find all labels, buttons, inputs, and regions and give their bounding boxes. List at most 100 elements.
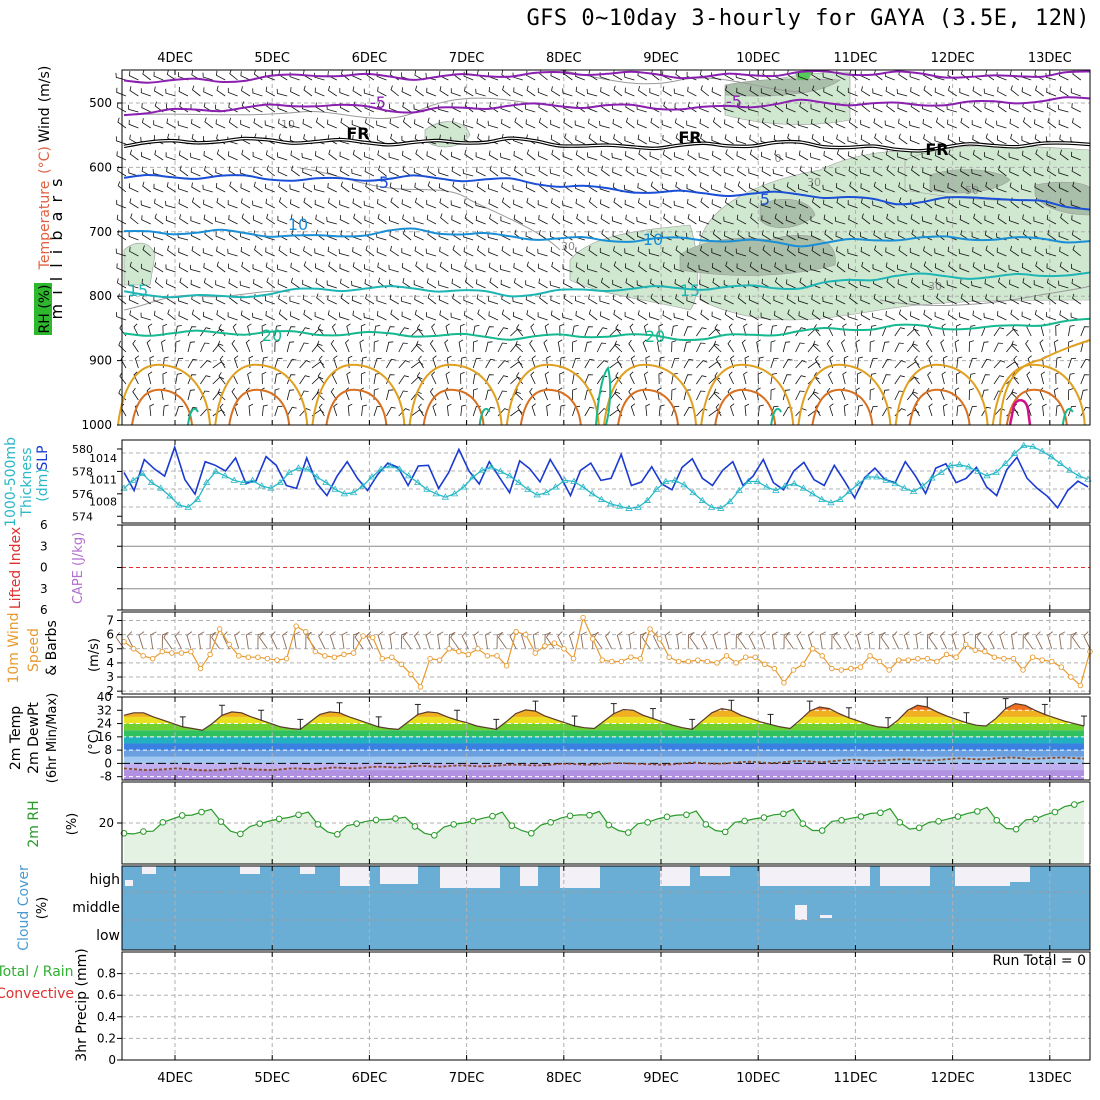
wind-speed-marker xyxy=(991,654,998,660)
temp-line xyxy=(123,702,1085,731)
wind-speed-marker xyxy=(704,658,711,665)
wind-barb xyxy=(725,85,734,97)
wind-barb xyxy=(217,340,226,353)
wind-barb xyxy=(971,295,982,305)
wind-barb xyxy=(377,262,387,273)
isotherm-line xyxy=(123,96,1091,117)
thickness-marker xyxy=(625,504,633,511)
wind-barb xyxy=(240,310,251,321)
wind-speed-marker xyxy=(188,648,194,655)
thickness-marker xyxy=(505,472,514,479)
wind-barb xyxy=(215,70,226,81)
wind-barb xyxy=(855,387,861,401)
wind-barb xyxy=(584,374,594,385)
wind-barb xyxy=(985,294,995,305)
wind-barb xyxy=(842,371,847,385)
wind-barb xyxy=(674,118,685,129)
thickness-marker xyxy=(395,465,404,472)
wind-barb xyxy=(799,277,809,289)
wind-barb xyxy=(872,88,883,97)
wind-barb xyxy=(624,151,635,161)
wind-barb xyxy=(146,339,152,353)
wind-barb xyxy=(696,390,706,401)
wind-barb xyxy=(1080,358,1091,369)
wind-barb xyxy=(314,263,325,273)
wind-barb xyxy=(884,232,895,241)
wind-barb xyxy=(711,184,722,193)
wind-barb xyxy=(897,264,908,273)
isotherm-25 xyxy=(700,363,795,426)
wind-barb xyxy=(153,183,164,193)
wind-barb xyxy=(359,339,365,353)
wind-barb xyxy=(785,88,796,97)
wind-barb xyxy=(588,133,598,145)
wind-barb xyxy=(475,215,486,225)
wind-speed-marker xyxy=(1010,655,1017,662)
wind-barb xyxy=(1045,248,1057,257)
wind-barb xyxy=(972,149,982,161)
wind-barb xyxy=(191,182,201,193)
wind-barb xyxy=(941,371,946,385)
wind-barb xyxy=(266,213,276,225)
cloud-gap xyxy=(790,866,870,886)
wind-barb xyxy=(1070,88,1081,97)
wind-barb xyxy=(897,215,908,225)
wind-barb xyxy=(921,152,933,161)
wind-barb xyxy=(1020,296,1032,305)
wind-barb xyxy=(562,264,573,273)
wind-speed-marker xyxy=(503,662,510,669)
wind-barb xyxy=(942,403,948,417)
isotherm-20-surface xyxy=(595,365,612,426)
wind-barb xyxy=(253,181,263,193)
wind-barb xyxy=(928,403,933,417)
thickness-axis-label-2: Thickness xyxy=(19,447,35,517)
wind-barb xyxy=(202,296,213,305)
wind-barb xyxy=(599,247,610,257)
wind-barb xyxy=(652,631,661,649)
wind-speed-marker xyxy=(962,641,969,648)
wind-speed-marker xyxy=(762,661,768,668)
wind-barb xyxy=(947,134,957,145)
wind-barb xyxy=(973,101,982,113)
thickness-marker xyxy=(873,473,881,480)
wind-speed-marker xyxy=(149,655,156,662)
wind-speed-marker xyxy=(819,653,825,659)
wind-speed-marker xyxy=(1077,682,1084,689)
wind-barb xyxy=(562,215,573,225)
wind-barb xyxy=(489,165,499,177)
wind-barb xyxy=(836,149,846,161)
wind-barb xyxy=(563,118,573,129)
rh-marker xyxy=(469,817,477,825)
wind-barb xyxy=(538,151,548,161)
wind-barb xyxy=(550,198,561,209)
wind-barb xyxy=(823,214,833,225)
wind10-unit-label: (m/s) xyxy=(87,638,102,672)
thickness-marker xyxy=(882,476,890,483)
wind-barb xyxy=(711,135,722,145)
wind-barb xyxy=(968,373,976,385)
wind-barb xyxy=(187,341,195,353)
wind-barb xyxy=(154,86,164,97)
thickness-marker xyxy=(1001,459,1010,466)
isotherm-25 xyxy=(797,363,892,426)
temp-unit-label: (°C) xyxy=(87,729,102,755)
wind-barb xyxy=(885,247,895,257)
cloud-level-label-middle: middle xyxy=(72,900,120,916)
wind-barb xyxy=(956,356,963,369)
wind-barb xyxy=(829,403,834,417)
wind-barb xyxy=(378,165,387,177)
wind-barb xyxy=(1021,262,1032,273)
wind-barb xyxy=(1080,326,1090,337)
wind-barb xyxy=(774,213,784,225)
wind-barb xyxy=(333,355,338,369)
wind-barb xyxy=(588,309,598,321)
wind-barb xyxy=(228,117,238,129)
wind-speed-marker xyxy=(551,640,558,646)
wind-barb xyxy=(645,403,650,417)
wind-barb xyxy=(996,311,1007,321)
precip-tick-label: 0.4 xyxy=(97,1010,116,1024)
wind-barb xyxy=(848,151,858,161)
wind-barb xyxy=(340,230,350,241)
wind-barb xyxy=(429,339,437,353)
wind-barb xyxy=(128,295,139,305)
